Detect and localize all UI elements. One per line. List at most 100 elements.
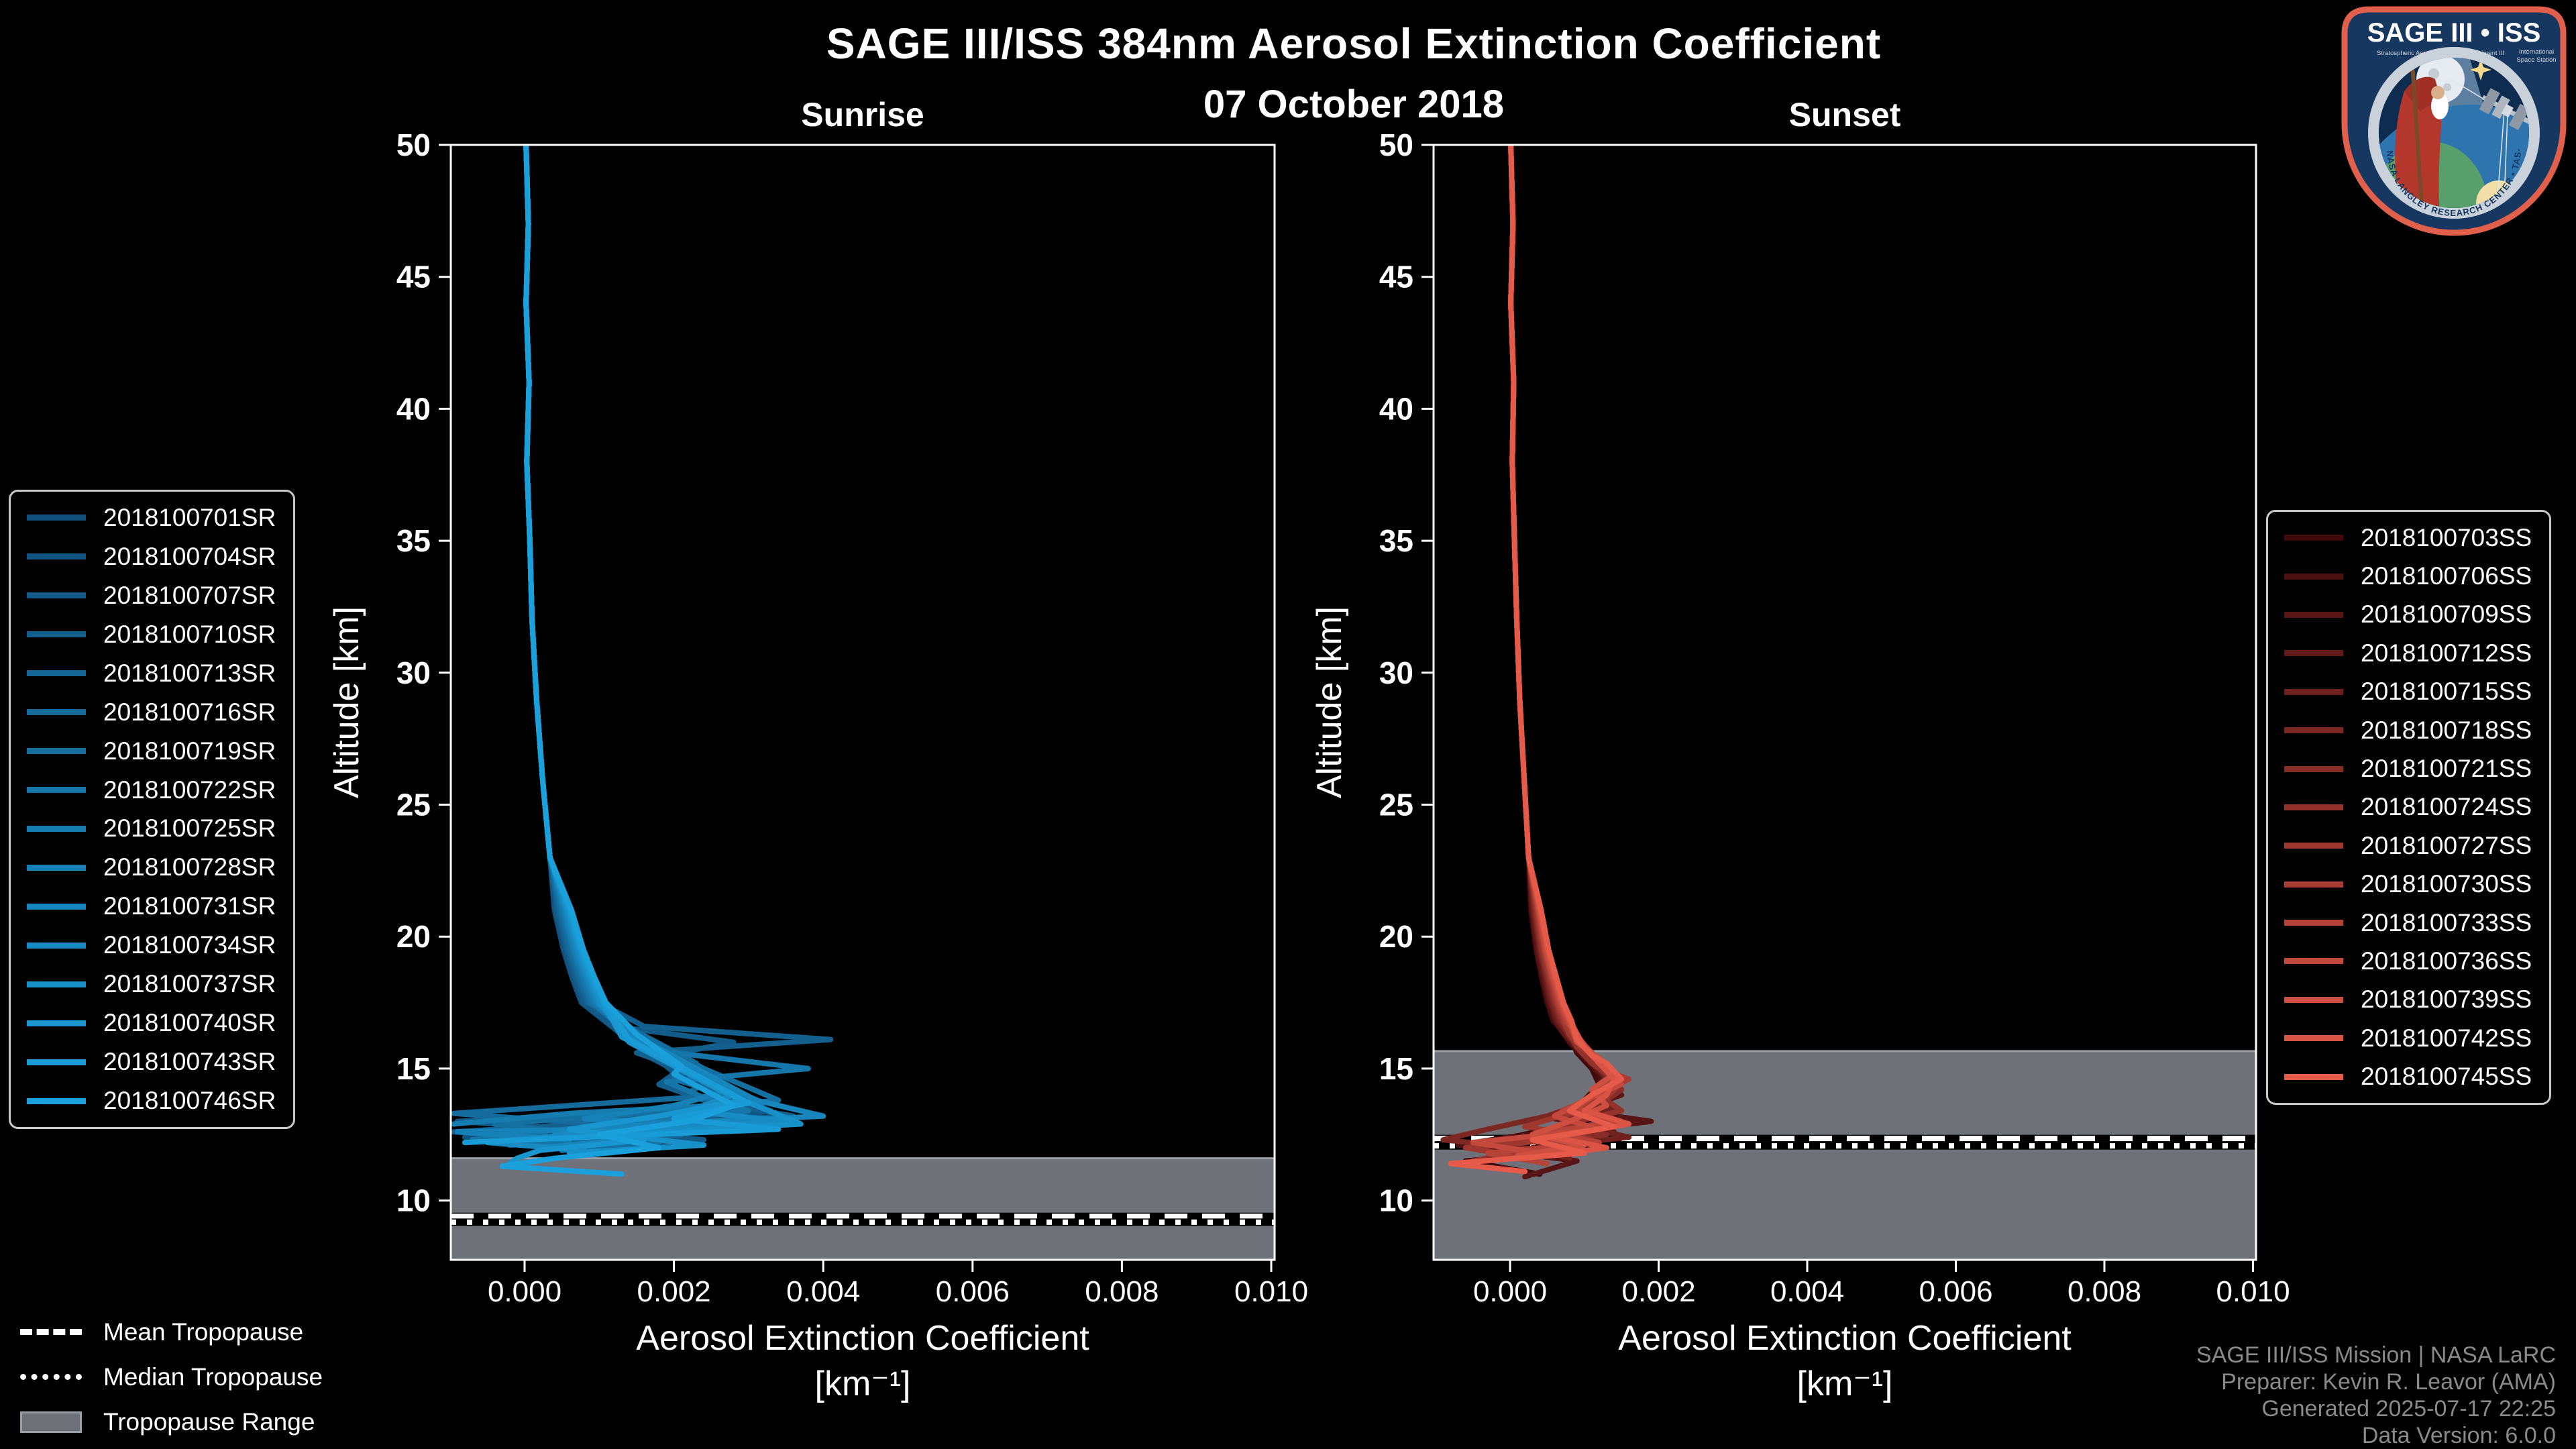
profile-2018100706SS	[1455, 145, 1625, 1156]
legend-event-label: 2018100715SS	[2361, 678, 2532, 706]
legend-event-label: 2018100719SR	[103, 737, 276, 765]
x-axis-label-line1: Aerosol Extinction Coefficient	[636, 1319, 1089, 1358]
y-tick-label: 25	[1379, 788, 1413, 822]
legend-color-swatch	[2284, 650, 2343, 657]
legend-color-swatch	[2284, 1073, 2343, 1080]
legend-color-swatch	[27, 670, 86, 677]
legend-item: 2018100740SR	[27, 1006, 293, 1040]
legend-item: 2018100731SR	[27, 889, 293, 924]
profile-2018100718SS	[1440, 145, 1617, 1153]
legend-item: 2018100707SR	[27, 578, 293, 613]
legend-event-label: 2018100746SR	[103, 1087, 276, 1115]
iss	[2479, 88, 2529, 130]
profile-2018100743SR	[462, 145, 782, 1146]
y-tick-label: 25	[396, 788, 431, 822]
mean-tropopause-legend-row: Mean Tropopause	[20, 1309, 436, 1354]
y-tick-label: 15	[1379, 1051, 1413, 1086]
legend-event-label: 2018100742SS	[2361, 1024, 2532, 1052]
legend-event-label: 2018100707SR	[103, 581, 276, 609]
tropopause-range-label: Tropopause Range	[103, 1407, 315, 1436]
legend-color-swatch	[27, 709, 86, 716]
legend-item: 2018100713SR	[27, 656, 293, 691]
legend-event-label: 2018100710SR	[103, 620, 276, 648]
legend-color-swatch	[2284, 996, 2343, 1003]
legend-event-label: 2018100733SS	[2361, 908, 2532, 936]
y-tick-label: 20	[1379, 919, 1413, 954]
legend-event-label: 2018100718SS	[2361, 716, 2532, 744]
legend-color-swatch	[27, 1020, 86, 1026]
x-tick-label: 0.004	[1770, 1275, 1844, 1308]
legend-color-swatch	[27, 903, 86, 910]
legend-item: 2018100736SS	[2284, 944, 2549, 979]
legend-color-swatch	[27, 942, 86, 949]
sunrise-event-legend: 2018100701SR 2018100704SR 2018100707SR 2018…	[9, 490, 295, 1129]
y-tick-label: 30	[1379, 655, 1413, 690]
profile-2018100715SS	[1508, 145, 1632, 1161]
legend-color-swatch	[2284, 920, 2343, 926]
legend-item: 2018100721SS	[2284, 751, 2549, 786]
legend-event-label: 2018100737SR	[103, 970, 276, 998]
mean-tropopause-label: Mean Tropopause	[103, 1318, 304, 1346]
legend-item: 2018100733SS	[2284, 906, 2549, 941]
legend-item: 2018100742SS	[2284, 1021, 2549, 1056]
tropopause-range-legend-row: Tropopause Range	[20, 1399, 436, 1444]
legend-color-swatch	[27, 1097, 86, 1104]
legend-item: 2018100719SR	[27, 734, 293, 769]
legend-item: 2018100703SS	[2284, 521, 2549, 555]
patch-scene	[2379, 58, 2529, 208]
legend-item: 2018100715SS	[2284, 674, 2549, 709]
legend-item: 2018100712SS	[2284, 636, 2549, 671]
legend-event-label: 2018100728SR	[103, 853, 276, 881]
legend-event-label: 2018100712SS	[2361, 639, 2532, 667]
profile-2018100727SS	[1462, 145, 1625, 1161]
legend-item: 2018100725SR	[27, 811, 293, 846]
profile-2018100704SR	[462, 145, 774, 1148]
x-tick-label: 0.000	[488, 1275, 561, 1308]
legend-event-label: 2018100713SR	[103, 659, 276, 687]
panel-title-sunrise: Sunrise	[801, 96, 924, 133]
mean-tropopause-line-sample	[20, 1329, 82, 1335]
y-tick-label: 10	[396, 1183, 431, 1218]
legend-color-swatch	[2284, 1035, 2343, 1042]
panel-sunrise: 0.000 0.002 0.004 0.006 0.008 0.010 50 45 40 35 30…	[327, 127, 1308, 1403]
axes-frame	[1432, 144, 2257, 1261]
profiles-group	[1440, 145, 1654, 1180]
legend-event-label: 2018100709SS	[2361, 600, 2532, 629]
legend-item: 2018100710SR	[27, 617, 293, 652]
y-tick-label: 35	[396, 523, 431, 558]
legend-item: 2018100745SS	[2284, 1059, 2549, 1094]
profile-2018100719SR	[492, 145, 782, 1153]
patch-subtitle-iss-2: Space Station	[2516, 56, 2556, 64]
x-tick-label: 0.002	[637, 1275, 711, 1308]
legend-color-swatch	[2284, 958, 2343, 965]
legend-color-swatch	[27, 864, 86, 871]
legend-event-label: 2018100706SS	[2361, 562, 2532, 590]
x-tick-label: 0.002	[1621, 1275, 1695, 1308]
legend-color-swatch	[2284, 688, 2343, 695]
profile-2018100746SR	[499, 145, 737, 1177]
legend-event-label: 2018100743SR	[103, 1048, 276, 1076]
profile-2018100725SR	[451, 145, 767, 1127]
date-title: 07 October 2018	[1203, 83, 1505, 126]
x-tick-label: 0.010	[2216, 1275, 2290, 1308]
legend-event-label: 2018100727SS	[2361, 831, 2532, 859]
legend-item: 2018100730SS	[2284, 867, 2549, 902]
attribution-preparer: Preparer: Kevin R. Leavor (AMA)	[2221, 1369, 2556, 1395]
x-tick-label: 0.008	[2068, 1275, 2141, 1308]
profile-2018100710SR	[451, 145, 834, 1143]
legend-event-label: 2018100716SR	[103, 698, 276, 726]
y-tick-label: 10	[1379, 1183, 1413, 1218]
profile-2018100740SR	[506, 145, 744, 1167]
moon-crater-2	[2443, 83, 2451, 91]
x-tick-label: 0.006	[1919, 1275, 1992, 1308]
profile-2018100713SR	[506, 145, 751, 1148]
patch-subtitle-iss-1: International	[2519, 48, 2554, 56]
legend-item: 2018100709SS	[2284, 597, 2549, 632]
x-tick-label: 0.010	[1234, 1275, 1308, 1308]
y-axis-label: Altitude [km]	[1310, 606, 1349, 798]
x-tick-label: 0.006	[936, 1275, 1010, 1308]
legend-color-swatch	[27, 592, 86, 599]
legend-event-label: 2018100736SS	[2361, 947, 2532, 975]
legend-color-swatch	[2284, 535, 2343, 541]
x-tick-label: 0.004	[786, 1275, 860, 1308]
